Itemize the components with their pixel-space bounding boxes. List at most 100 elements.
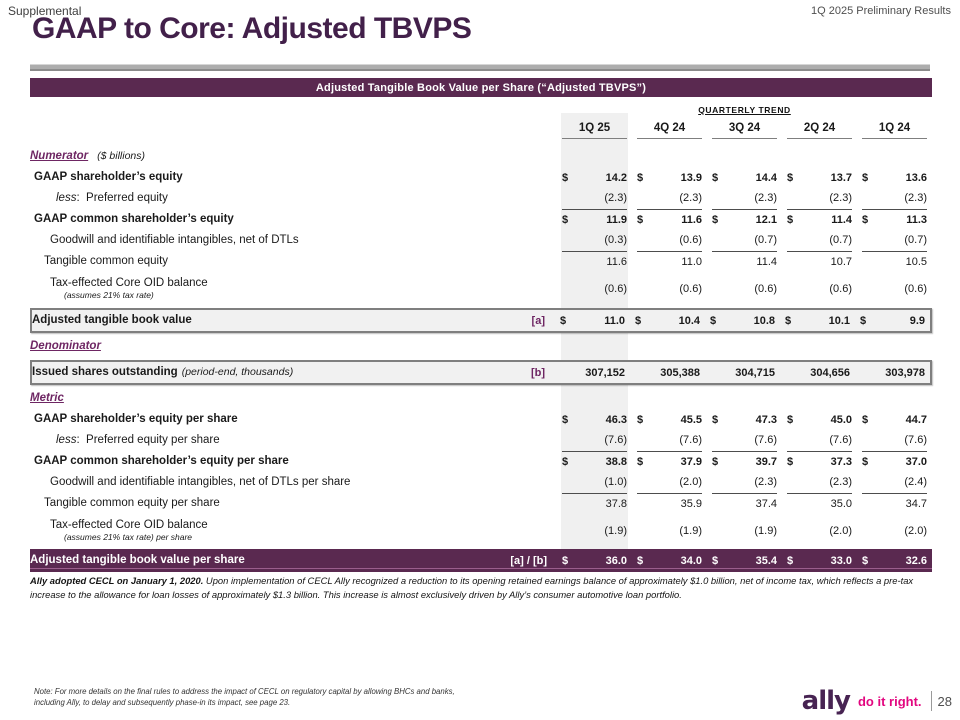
table-row: Tangible common equity 11.6 11.0 11.4 10.7 10… [30, 251, 932, 272]
value-cell: (2.0) [637, 472, 702, 494]
column-header-5: 1Q 24 [857, 118, 932, 139]
value-text: (2.0) [829, 524, 852, 537]
value-column-3: (2.3) [707, 472, 782, 494]
value-cell: $44.7 [862, 409, 927, 430]
value-text: (2.3) [829, 192, 852, 204]
section-heading-suffix: ($ billions) [97, 149, 146, 162]
dollar-sign: $ [562, 171, 569, 184]
value-column-5: 10.5 [857, 251, 932, 272]
value-cell: (0.7) [712, 230, 777, 252]
value-cell: 34.7 [862, 493, 927, 514]
value-text: (1.9) [754, 524, 777, 537]
value-text: 45.0 [830, 413, 852, 426]
value-column-3: 304,715 [705, 362, 780, 383]
value-column-3: $39.7 [707, 451, 782, 472]
value-column-3: $12.1 [707, 209, 782, 230]
value-cell: (1.9) [712, 514, 777, 547]
value-text: 44.7 [905, 413, 927, 426]
title-divider [30, 64, 930, 71]
value-text: (2.0) [679, 476, 702, 488]
value-column-5: $37.0 [857, 451, 932, 472]
value-cell: (0.3) [562, 230, 627, 252]
value-column-3: (7.6) [707, 430, 782, 452]
value-text: 32.6 [905, 554, 927, 567]
row-label: Goodwill and identifiable intangibles, n… [30, 234, 510, 247]
dollar-sign: $ [637, 455, 644, 468]
dollar-sign: $ [712, 413, 719, 426]
row-label: less: Preferred equity per share [30, 434, 510, 447]
value-text: (2.3) [604, 192, 627, 204]
row-label-text: Issued shares outstanding (period-end, th… [32, 366, 508, 379]
column-header-label: 3Q 24 [712, 118, 777, 139]
value-column-2: 35.9 [632, 493, 707, 514]
value-cell: (0.7) [787, 230, 852, 252]
value-cell: (2.3) [787, 188, 852, 210]
row-label-text: GAAP shareholder’s equity per share [34, 413, 510, 426]
row-label-text: Tangible common equity per share [44, 497, 510, 510]
value-column-4: (2.3) [782, 188, 857, 210]
table-row: Tax-effected Core OID balance (assumes 21… [30, 272, 932, 305]
column-header-label: 2Q 24 [787, 118, 852, 139]
dollar-sign: $ [712, 213, 719, 226]
value-text: 10.4 [678, 314, 700, 327]
section-heading: Numerator [30, 149, 89, 162]
page-title: GAAP to Core: Adjusted TBVPS [32, 12, 472, 45]
table-row: Goodwill and identifiable intangibles, n… [30, 230, 932, 252]
value-text: (0.7) [829, 234, 852, 246]
value-cell: $33.0 [787, 549, 852, 572]
row-label-text: Goodwill and identifiable intangibles, n… [50, 234, 510, 247]
row-label: Issued shares outstanding (period-end, th… [32, 366, 508, 379]
value-column-4: $37.3 [782, 451, 857, 472]
row-label-prefix: less [56, 191, 77, 204]
row-sublabel: (assumes 21% tax rate) [64, 289, 154, 300]
cecl-footnote-body: Upon implementation of CECL Ally recogni… [30, 575, 914, 600]
dollar-sign: $ [862, 213, 869, 226]
table-row: Adjusted tangible book value per share [a… [30, 549, 932, 572]
value-column-3: 37.4 [707, 493, 782, 514]
value-column-2: (7.6) [632, 430, 707, 452]
row-label: Tax-effected Core OID balance (assumes 21… [30, 277, 510, 301]
cecl-footnote-lead: Ally adopted CECL on January 1, 2020. [30, 575, 204, 586]
row-label-main: GAAP common shareholder’s equity per sha… [34, 454, 289, 467]
row-bracket: [a] / [b] [510, 554, 547, 567]
value-cell: (2.4) [862, 472, 927, 494]
table-row: Adjusted tangible book value [a] $11.0 $10.… [30, 308, 932, 333]
dollar-sign: $ [637, 171, 644, 184]
value-cell: (7.6) [787, 430, 852, 452]
row-label: Adjusted tangible book value per share [30, 554, 510, 567]
row-label-text: Tax-effected Core OID balance [50, 519, 510, 532]
value-text: 37.9 [680, 455, 702, 468]
value-column-4: (0.7) [782, 230, 857, 252]
row-label: Numerator ($ billions) [30, 150, 885, 163]
row-label-text: Tax-effected Core OID balance [50, 277, 510, 290]
row-label-main: Preferred equity [86, 191, 168, 204]
value-cell: (2.0) [787, 514, 852, 547]
value-cell: 10.5 [862, 251, 927, 272]
value-column-1: (0.6) [557, 272, 632, 305]
value-text: 307,152 [585, 366, 625, 379]
row-label-text: GAAP common shareholder’s equity per sha… [34, 455, 510, 468]
value-cell: (7.6) [562, 430, 627, 452]
value-column-1: 11.6 [557, 251, 632, 272]
value-text: 38.8 [605, 455, 627, 468]
presentation-context: 1Q 2025 Preliminary Results [810, 5, 951, 17]
dollar-sign: $ [712, 171, 719, 184]
value-cell: (1.0) [562, 472, 627, 494]
row-bracket: [a] [531, 314, 545, 327]
column-header-label: 1Q 25 [562, 118, 627, 139]
section-heading: Metric [30, 391, 64, 404]
value-column-1: $38.8 [557, 451, 632, 472]
value-text: 37.3 [830, 455, 852, 468]
value-text: (2.3) [679, 192, 702, 204]
value-column-2: $45.5 [632, 409, 707, 430]
value-cell: 11.0 [637, 251, 702, 272]
row-label-main: Goodwill and identifiable intangibles, n… [50, 475, 351, 488]
row-label: Goodwill and identifiable intangibles, n… [30, 476, 510, 489]
table-row: Tax-effected Core OID balance (assumes 21… [30, 514, 932, 547]
value-cell: 305,388 [635, 362, 700, 383]
value-text: 13.7 [830, 171, 852, 184]
value-text: 13.9 [680, 171, 702, 184]
value-text: 10.1 [828, 314, 850, 327]
value-cell: 37.4 [712, 493, 777, 514]
